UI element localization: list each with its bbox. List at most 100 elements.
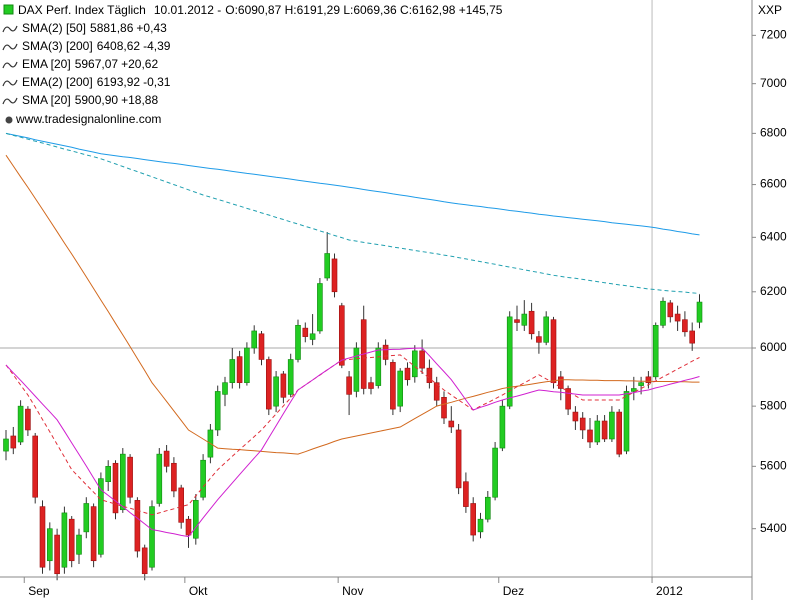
candle-body: [331, 258, 338, 293]
candle-body: [579, 417, 586, 431]
legend-name: SMA(3) [200]: [22, 39, 93, 53]
indicator-line: [5, 154, 700, 455]
y-tick-label: 5400: [760, 521, 787, 535]
legend-change: +20,62: [121, 57, 158, 71]
x-tick-label: Nov: [342, 584, 363, 598]
indicator-line: [5, 347, 700, 538]
candle-body: [273, 376, 279, 407]
legend-value: 5967,07: [75, 57, 119, 71]
legend-icon: [2, 43, 18, 51]
candle-body: [484, 496, 491, 520]
candle-body: [68, 518, 75, 562]
source-icon: [5, 116, 13, 124]
candle-body: [346, 376, 352, 395]
candle-body: [178, 487, 184, 523]
candle-body: [514, 319, 520, 323]
y-tick-label: 6600: [760, 177, 787, 191]
candle-body: [492, 447, 498, 498]
candle-body: [280, 373, 287, 398]
candle-body: [200, 459, 206, 498]
y-tick-label: 6000: [760, 340, 787, 354]
y-tick-label: 7200: [760, 28, 787, 42]
candle-body: [390, 362, 396, 410]
legend-name: EMA(2) [200]: [22, 75, 93, 89]
candle-body: [448, 420, 455, 428]
candle-body: [193, 500, 199, 539]
candle-body: [645, 376, 652, 383]
legend-name: EMA [20]: [22, 57, 71, 71]
candle-body: [258, 333, 265, 360]
candle-body: [594, 420, 601, 443]
candle-body: [696, 301, 703, 323]
candle-body: [638, 382, 644, 386]
candle-body: [163, 450, 170, 467]
x-tick-label: Okt: [189, 584, 208, 598]
candle-body: [17, 405, 24, 443]
candle-body: [404, 367, 411, 381]
candle-body: [550, 319, 557, 383]
chart-title: DAX Perf. Index Täglich: [18, 3, 146, 17]
x-tick-label: 2012: [656, 584, 683, 598]
candle-body: [295, 324, 301, 360]
legend-value: 5881,86: [90, 21, 134, 35]
candle-body: [3, 438, 9, 452]
plot-area: [0, 0, 752, 581]
candle-body: [536, 336, 542, 343]
candle-body: [141, 547, 148, 575]
candle-body: [10, 435, 17, 449]
legend-icon: [2, 97, 18, 105]
candle-body: [382, 344, 389, 360]
candle-body: [98, 478, 104, 555]
indicator-line: [5, 132, 700, 294]
candle-body: [222, 382, 228, 395]
date-label: 10.01.2012 -: [154, 3, 221, 17]
candle-body: [39, 506, 46, 568]
indicator-line: [5, 354, 700, 516]
candle-body: [229, 359, 236, 383]
candle-body: [572, 411, 579, 422]
candle-body: [54, 534, 60, 575]
candle-body: [185, 518, 192, 536]
candle-body: [470, 503, 477, 536]
candle-body: [236, 356, 243, 383]
candle-body: [127, 456, 133, 498]
candle-body: [477, 518, 484, 533]
legend-change: +0,43: [136, 21, 167, 35]
candle-body: [616, 411, 623, 455]
candle-body: [156, 453, 163, 504]
candle-body: [120, 453, 126, 511]
candle-body: [90, 506, 97, 562]
candle-body: [441, 397, 447, 419]
candle-body: [375, 347, 382, 386]
candle-body: [302, 327, 309, 337]
x-tick-label: Dez: [503, 584, 524, 598]
legend-change: -4,39: [143, 39, 171, 53]
candle-body: [411, 350, 418, 378]
series-icon: [3, 4, 14, 15]
candle-body: [112, 462, 119, 514]
candle-body: [667, 302, 674, 318]
candle-body: [521, 313, 528, 326]
quote-label: O:6090,87 H:6191,29 L:6069,36 C:6162,98 …: [225, 3, 503, 17]
candle-body: [463, 481, 469, 507]
legend-icon: [2, 25, 18, 33]
legend-name: SMA(2) [50]: [22, 21, 86, 35]
candle-body: [25, 408, 31, 431]
candle-body: [214, 391, 221, 431]
x-tick-label: Sep: [28, 584, 50, 598]
candle-body: [587, 429, 593, 443]
source-label[interactable]: www.tradesignalonline.com: [15, 112, 161, 126]
y-tick-label: 5800: [760, 398, 787, 412]
candle-body: [309, 333, 316, 340]
candle-body: [251, 330, 257, 349]
candle-body: [324, 253, 331, 279]
candle-body: [630, 388, 637, 392]
candle-body: [426, 367, 433, 383]
candle-body: [565, 388, 571, 410]
candle-body: [61, 512, 68, 568]
candle-body: [674, 313, 681, 322]
candle-body: [397, 370, 404, 407]
legend-name: SMA [20]: [22, 93, 71, 107]
